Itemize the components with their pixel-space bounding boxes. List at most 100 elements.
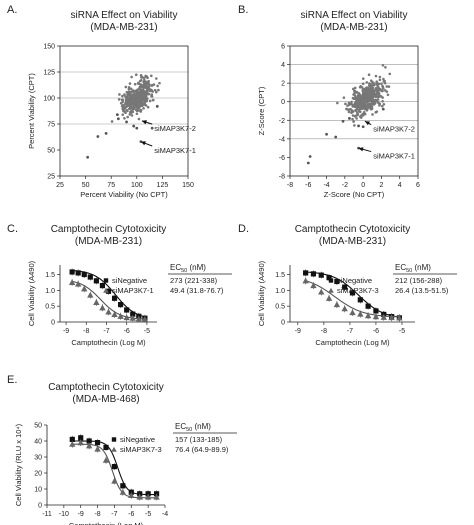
data-point (137, 117, 141, 121)
x-tick-label: -6 (128, 511, 134, 518)
data-point (153, 493, 160, 500)
data-point (123, 110, 126, 113)
data-point (147, 92, 151, 96)
legend-label: siMAP3K7-1 (112, 286, 154, 295)
data-point (81, 285, 88, 292)
y-tick-label: 125 (43, 70, 55, 77)
data-point (358, 94, 361, 97)
y-tick-label: -4 (279, 136, 285, 143)
data-point (136, 88, 139, 92)
fit-curve (72, 440, 157, 496)
data-point (353, 89, 356, 93)
data-point (146, 87, 150, 90)
legend-marker (103, 278, 109, 283)
data-point (129, 315, 136, 321)
data-point (145, 92, 148, 96)
data-point (69, 441, 76, 447)
annotation-arrowhead (358, 147, 364, 152)
data-point (361, 96, 365, 99)
data-point (128, 104, 132, 108)
series-simap3k7-3 (69, 439, 160, 501)
data-point (350, 100, 353, 104)
data-point (141, 315, 149, 322)
data-point (368, 105, 371, 108)
x-tick-label: -5 (144, 328, 150, 335)
y-tick-label: 10 (34, 487, 42, 494)
data-point (148, 99, 152, 103)
data-point (361, 125, 365, 129)
data-point (135, 126, 139, 130)
y-tick-label: 1.0 (275, 288, 285, 295)
data-point (375, 110, 379, 113)
data-point (155, 90, 158, 94)
data-point (336, 101, 339, 105)
data-point (352, 120, 355, 123)
data-point (303, 270, 309, 276)
data-point (132, 93, 136, 96)
data-point (326, 275, 332, 281)
data-point (376, 95, 380, 99)
data-point (137, 81, 140, 85)
ec50-header: EC50 (nM) (175, 422, 211, 433)
data-point (364, 92, 368, 95)
data-point (132, 124, 136, 128)
annotation-label: siMAP3K7-1 (373, 152, 415, 161)
data-point (87, 274, 93, 280)
x-tick-label: -7 (103, 328, 109, 335)
data-point (371, 102, 375, 106)
data-point (334, 278, 340, 285)
y-tick-label: 1.0 (45, 288, 55, 295)
data-point (147, 79, 150, 83)
data-point (344, 102, 347, 106)
y-tick-label: 0 (281, 99, 285, 106)
data-point (93, 299, 100, 305)
data-point (124, 98, 128, 101)
data-point (386, 93, 390, 97)
y-tick-label: 75 (47, 122, 55, 129)
chart-title: siRNA Effect on Viability (301, 10, 408, 21)
data-point (155, 104, 159, 108)
data-point (121, 94, 124, 98)
legend-marker (103, 287, 109, 293)
chart-subtitle: (MDA-MB-231) (319, 236, 386, 247)
data-point (334, 135, 338, 139)
x-tick-label: -6 (373, 328, 379, 335)
data-point (366, 107, 369, 111)
data-point (141, 91, 145, 94)
x-tick-label: -8 (83, 328, 89, 335)
panel-label: B. (238, 4, 248, 16)
x-tick-label: -9 (295, 328, 301, 335)
data-point (94, 440, 101, 446)
x-tick-label: -4 (323, 182, 329, 189)
y-tick-label: 0 (51, 320, 55, 327)
data-point (379, 95, 383, 98)
data-point (353, 94, 357, 97)
data-point (149, 74, 153, 78)
ec50-value: 273 (221-338) (170, 276, 218, 285)
data-point (351, 114, 355, 117)
data-point (128, 82, 132, 85)
data-point (383, 79, 386, 83)
data-point (144, 82, 148, 86)
data-point (373, 94, 376, 98)
data-point (367, 73, 371, 77)
chart-title: siRNA Effect on Viability (71, 10, 178, 21)
data-point (68, 279, 76, 286)
chart-subtitle: (MDA-MB-231) (320, 22, 387, 33)
data-point (93, 278, 99, 284)
data-point (117, 98, 121, 101)
data-point (144, 74, 147, 78)
data-point (85, 442, 93, 449)
ec50-header: EC50 (nM) (170, 263, 206, 274)
data-point (131, 98, 134, 101)
data-point (361, 82, 365, 86)
y-axis-label: Z-Score (CPT) (257, 86, 266, 135)
legend-label: siMAP3K7-3 (337, 286, 379, 295)
data-point (378, 104, 381, 107)
panel-label: E. (7, 374, 17, 386)
data-point (388, 314, 395, 321)
data-point (139, 99, 143, 102)
data-point (341, 119, 345, 123)
panel-label: A. (7, 4, 17, 16)
